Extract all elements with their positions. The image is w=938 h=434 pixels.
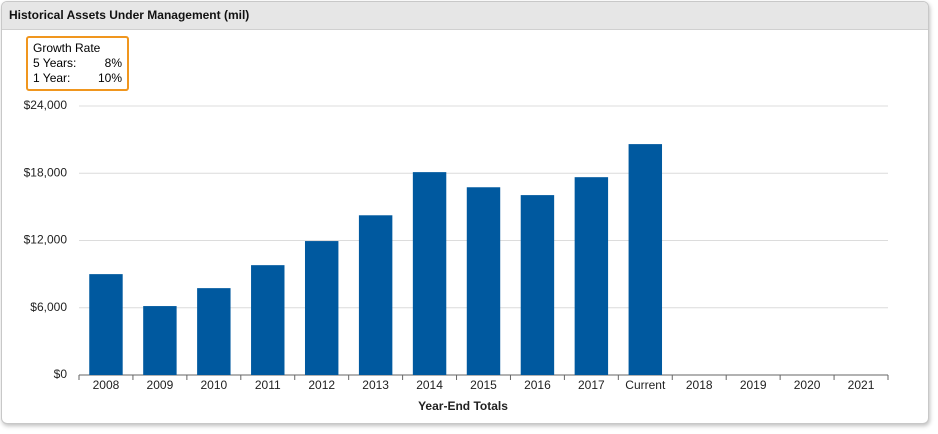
growth-row: 1 Year: 10% bbox=[33, 71, 122, 86]
x-tick-label: 2016 bbox=[524, 378, 551, 392]
x-tick-label: 2013 bbox=[362, 378, 389, 392]
growth-rate-title: Growth Rate bbox=[33, 41, 101, 55]
value: 8% bbox=[104, 56, 122, 70]
x-tick-label: 2017 bbox=[578, 378, 605, 392]
growth-rate-box: Growth Rate 5 Years: 8% 1 Year: 10% bbox=[26, 36, 129, 91]
bar bbox=[251, 265, 285, 375]
x-tick-label: Current bbox=[625, 378, 666, 392]
bar bbox=[574, 177, 609, 375]
y-tick-label: $18,000 bbox=[24, 165, 68, 179]
x-tick-label: 2011 bbox=[255, 378, 281, 392]
panel-title: Historical Assets Under Management (mil) bbox=[2, 2, 928, 30]
bar bbox=[466, 187, 501, 375]
bar bbox=[304, 241, 339, 375]
x-tick-label: 2009 bbox=[147, 378, 174, 392]
label: 5 Years: bbox=[33, 56, 77, 70]
x-tick-label: 2014 bbox=[416, 378, 443, 392]
x-axis-label: Year-End Totals bbox=[418, 399, 508, 413]
bar bbox=[89, 274, 123, 375]
x-tick-label: 2020 bbox=[794, 378, 821, 392]
label: 1 Year: bbox=[33, 71, 71, 85]
y-tick-label: $6,000 bbox=[30, 300, 67, 314]
x-tick-label: 2021 bbox=[848, 378, 875, 392]
bar bbox=[143, 306, 177, 375]
value: 10% bbox=[97, 71, 122, 85]
bar bbox=[412, 172, 447, 375]
x-tick-label: 2012 bbox=[308, 378, 335, 392]
bar bbox=[358, 215, 393, 375]
bar bbox=[628, 144, 663, 375]
growth-row: 5 Years: 8% bbox=[33, 56, 122, 71]
x-tick-label: 2015 bbox=[470, 378, 497, 392]
x-tick-label: 2018 bbox=[686, 378, 713, 392]
y-tick-label: $24,000 bbox=[24, 98, 68, 112]
bar bbox=[520, 195, 555, 375]
x-tick-label: 2019 bbox=[740, 378, 767, 392]
x-tick-label: 2008 bbox=[93, 378, 120, 392]
y-tick-label: $0 bbox=[54, 367, 68, 381]
x-tick-label: 2010 bbox=[200, 378, 227, 392]
y-tick-label: $12,000 bbox=[24, 233, 68, 247]
bar bbox=[197, 288, 231, 375]
